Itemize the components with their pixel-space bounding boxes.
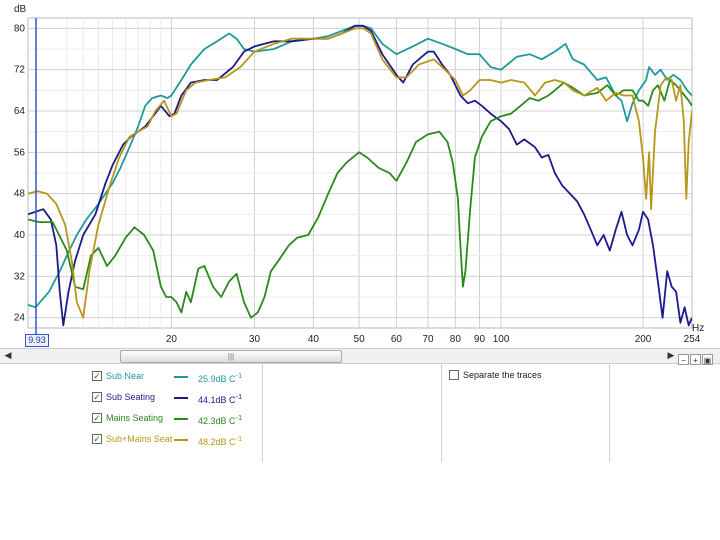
y-tick-label: 72 — [14, 65, 26, 76]
trace-checkbox[interactable]: ✓ — [92, 371, 102, 381]
trace-swatch — [174, 376, 188, 378]
trace-value: 48.2dB C-1 — [198, 434, 243, 447]
y-axis-labels: 24 32 40 48 56 64 72 80 — [14, 23, 26, 323]
x-tick-label: 70 — [422, 334, 434, 345]
trace-legend: ✓ Sub Near 25.9dB C-1 ✓ Sub Seating 44.1… — [90, 368, 260, 452]
x-tick-label: 50 — [354, 334, 366, 345]
y-tick-label: 40 — [14, 230, 26, 241]
chart-grid — [27, 17, 693, 329]
x-axis-unit: Hz — [692, 323, 704, 334]
separate-traces-checkbox[interactable] — [449, 370, 459, 380]
panel-divider — [609, 364, 610, 462]
trace-swatch — [174, 418, 188, 420]
scroll-left-button[interactable]: ◀ — [4, 350, 12, 360]
zoom-out-icon[interactable]: − — [678, 354, 689, 365]
scroll-thumb[interactable]: ||| — [120, 350, 342, 363]
x-tick-label: 254 — [684, 334, 701, 345]
trace-name: Mains Seating — [106, 413, 164, 423]
legend-item: ✓ Sub Near 25.9dB C-1 — [90, 368, 260, 389]
x-tick-label: 30 — [249, 334, 261, 345]
y-tick-label: 32 — [14, 271, 26, 282]
zoom-tools: − + ▣ — [678, 350, 714, 365]
trace-checkbox[interactable]: ✓ — [92, 392, 102, 402]
series-line-0 — [28, 24, 692, 309]
x-tick-label: 90 — [474, 334, 486, 345]
x-tick-label: 80 — [450, 334, 462, 345]
cursor-readout: 9.93 — [25, 334, 49, 347]
y-tick-label: 24 — [14, 313, 26, 324]
zoom-fit-icon[interactable]: ▣ — [702, 354, 713, 365]
y-tick-label: 48 — [14, 189, 26, 200]
x-tick-label: 60 — [391, 334, 403, 345]
trace-checkbox[interactable]: ✓ — [92, 413, 102, 423]
trace-value: 42.3dB C-1 — [198, 413, 243, 426]
panel-divider — [262, 364, 263, 462]
separate-traces-option[interactable]: Separate the traces — [449, 370, 542, 380]
trace-swatch — [174, 439, 188, 441]
x-tick-label: 200 — [635, 334, 652, 345]
x-tick-label: 100 — [493, 334, 510, 345]
x-tick-label: 40 — [308, 334, 320, 345]
y-tick-label: 64 — [14, 106, 26, 117]
scroll-right-button[interactable]: ▶ — [667, 350, 675, 360]
trace-checkbox[interactable]: ✓ — [92, 434, 102, 444]
x-axis-labels: 20 30 40 50 60 70 80 90 100 200 254 — [166, 334, 701, 345]
trace-name: Sub+Mains Seat — [106, 434, 173, 444]
legend-item: ✓ Mains Seating 42.3dB C-1 — [90, 410, 260, 431]
trace-name: Sub Near — [106, 371, 145, 381]
y-tick-label: 80 — [14, 23, 26, 34]
panel-divider — [441, 364, 442, 462]
y-tick-label: 56 — [14, 147, 26, 158]
legend-item: ✓ Sub Seating 44.1dB C-1 — [90, 389, 260, 410]
horizontal-scrollbar[interactable]: ◀ ||| ▶ − + ▣ — [0, 348, 720, 365]
trace-value: 25.9dB C-1 — [198, 371, 243, 384]
x-tick-label: 20 — [166, 334, 178, 345]
trace-name: Sub Seating — [106, 392, 156, 402]
zoom-in-icon[interactable]: + — [690, 354, 701, 365]
legend-item: ✓ Sub+Mains Seat 48.2dB C-1 — [90, 431, 260, 452]
trace-swatch — [174, 397, 188, 399]
chart-series — [28, 24, 692, 327]
trace-value: 44.1dB C-1 — [198, 392, 243, 405]
y-axis-unit: dB — [14, 4, 27, 15]
series-line-3 — [28, 27, 692, 319]
separate-traces-label: Separate the traces — [463, 370, 542, 380]
